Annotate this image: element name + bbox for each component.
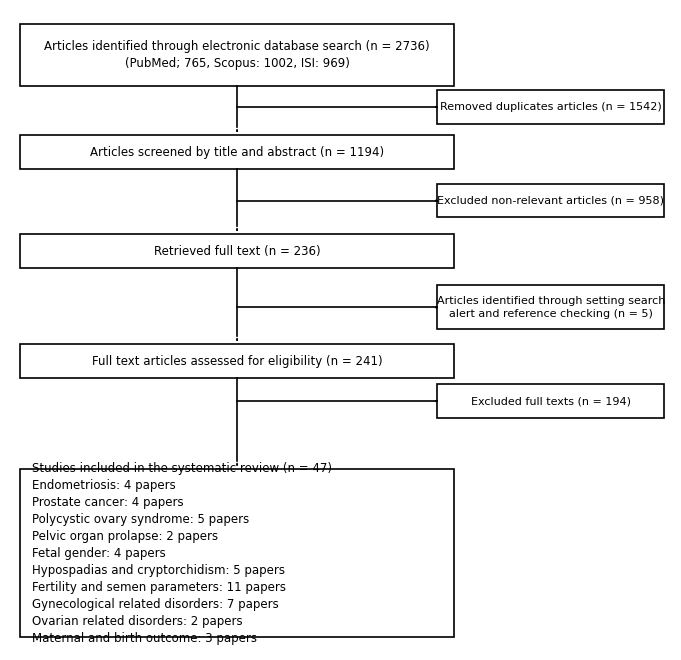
Bar [437,285,664,329]
Text: Articles identified through setting search
alert and reference checking (n = 5): Articles identified through setting sear… [437,296,665,319]
Bar [437,90,664,123]
Text: Full text articles assessed for eligibility (n = 241): Full text articles assessed for eligibil… [92,354,382,368]
Text: Articles identified through electronic database search (n = 2736)
(PubMed; 765, : Articles identified through electronic d… [44,40,430,70]
Text: Retrieved full text (n = 236): Retrieved full text (n = 236) [154,245,320,257]
Bar [20,135,454,169]
Text: Excluded full texts (n = 194): Excluded full texts (n = 194) [471,396,631,406]
Bar [20,234,454,268]
Bar [20,345,454,378]
Bar [20,469,454,638]
Text: Articles screened by title and abstract (n = 1194): Articles screened by title and abstract … [90,146,384,158]
Text: Excluded non-relevant articles (n = 958): Excluded non-relevant articles (n = 958) [437,195,664,206]
Bar [437,384,664,418]
Bar [20,24,454,86]
Text: Studies included in the systematic review (n = 47)
Endometriosis: 4 papers
Prost: Studies included in the systematic revie… [32,461,332,645]
Bar [437,184,664,217]
Text: Removed duplicates articles (n = 1542): Removed duplicates articles (n = 1542) [440,102,662,112]
